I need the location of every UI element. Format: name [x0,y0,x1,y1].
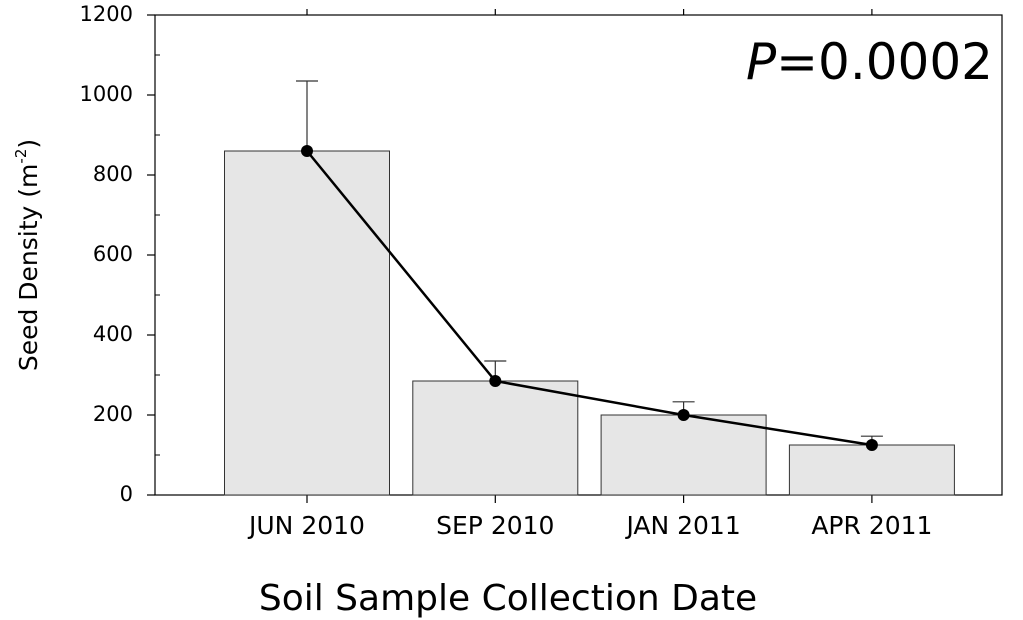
y-tick-label: 1000 [80,82,133,106]
y-tick-label: 800 [93,162,133,186]
y-tick-label: 200 [93,402,133,426]
annotation-italic: P [746,33,777,91]
point [677,409,690,421]
trend-line [306,150,873,447]
bar [600,414,767,496]
bar [224,150,390,496]
x-tick-label: APR 2011 [811,511,932,540]
x-tick-label: SEP 2010 [436,511,554,540]
point [301,145,313,157]
y-axis-title-suffix: ) [14,139,43,149]
point [489,375,502,387]
bar [412,380,579,496]
y-axis-title-text: Seed Density (m [14,164,43,372]
bar [788,444,955,496]
y-tick-label: 600 [93,242,133,266]
y-axis-title-sup: -2 [12,149,30,164]
annotation: P=0.0002 [746,33,993,91]
point [865,439,878,451]
error-bar [296,80,318,151]
annotation-text: =0.0002 [776,33,993,91]
x-tick-label: JAN 2011 [624,511,740,540]
y-tick-label: 0 [120,482,133,506]
y-tick-label: 1200 [80,2,133,26]
y-axis-title: Seed Density (m-2) [12,139,44,371]
x-tick-label: JUN 2010 [247,511,365,540]
y-tick-label: 400 [93,322,133,346]
x-axis-title: Soil Sample Collection Date [259,578,757,619]
